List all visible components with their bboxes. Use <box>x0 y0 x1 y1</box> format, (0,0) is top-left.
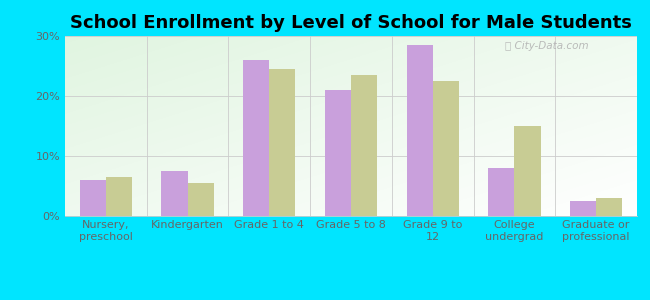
Bar <box>433 81 459 216</box>
Bar <box>351 75 377 216</box>
Bar <box>161 171 188 216</box>
Bar <box>188 183 214 216</box>
Bar <box>269 69 296 216</box>
Bar <box>488 168 514 216</box>
Bar <box>570 201 596 216</box>
Text: ⓘ City-Data.com: ⓘ City-Data.com <box>506 41 589 51</box>
Title: School Enrollment by Level of School for Male Students: School Enrollment by Level of School for… <box>70 14 632 32</box>
Bar <box>243 60 269 216</box>
Bar <box>80 180 106 216</box>
Bar <box>596 198 622 216</box>
Bar <box>406 45 433 216</box>
Bar <box>106 177 132 216</box>
Bar <box>325 90 351 216</box>
Bar <box>514 126 541 216</box>
